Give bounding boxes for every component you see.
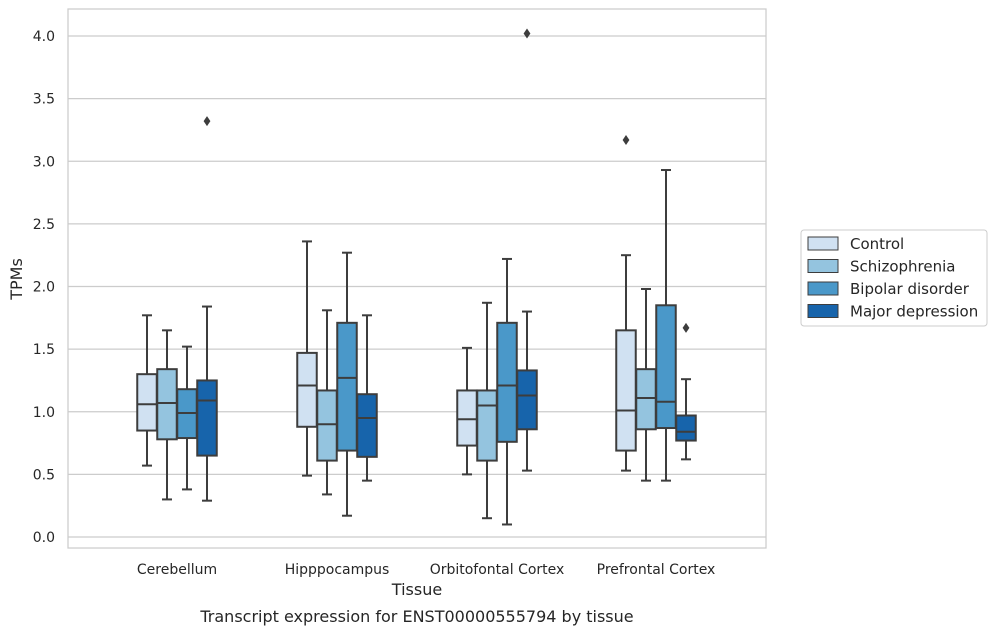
y-tick-label: 1.5 [33,342,55,358]
y-tick-label: 0.5 [33,467,55,483]
outlier-point [203,116,211,127]
x-tick-label: Hipppocampus [285,562,390,578]
box-iqr [655,304,677,430]
legend-swatch [807,236,839,251]
box-control [456,346,478,476]
box-iqr [136,373,158,432]
box-iqr [635,368,657,431]
y-tick-label: 2.0 [33,280,55,296]
box-bipolar-disorder [655,169,677,482]
box-iqr [156,368,178,441]
legend-label: Schizophrenia [850,258,955,276]
box-iqr [516,369,538,431]
outlier-point [622,134,630,145]
legend-label: Major depression [850,303,978,321]
box-iqr [476,389,498,462]
y-tick-label: 3.5 [33,92,55,108]
box-major-depression [196,116,218,502]
box-major-depression [516,28,538,472]
legend-swatch [807,304,839,318]
legend-label: Bipolar disorder [850,280,970,298]
chart-caption: Transcript expression for ENST0000055579… [199,607,633,626]
legend-swatch [807,259,839,273]
y-axis-label: TPMs [7,258,26,301]
legend-label: Control [850,235,904,253]
box-control [136,314,158,467]
y-tick-labels: 0.0 0.5 1.0 1.5 2.0 2.5 3.0 3.5 4.0 [33,29,55,546]
legend-frame [800,229,988,327]
box-iqr [615,329,637,452]
x-tick-label: Prefrontal Cortex [597,562,716,578]
x-tick-label: Orbitofontal Cortex [430,562,565,578]
box-schizophrenia [316,309,338,496]
y-tick-label: 2.5 [33,217,55,233]
y-tick-label: 3.0 [33,154,55,170]
plot-frame [67,8,767,549]
box-iqr [356,393,378,458]
box-iqr [316,389,338,462]
y-tick-label: 0.0 [33,530,55,546]
outlier-point [523,28,531,39]
box-iqr [196,379,218,457]
x-axis-label: Tissue [391,580,442,599]
box-major-depression [356,314,378,482]
box-iqr [496,321,518,443]
outlier-point [682,322,690,333]
box-iqr [456,389,478,447]
legend-swatch [807,281,839,296]
box-bipolar-disorder [336,251,358,517]
y-tick-label: 1.0 [33,405,55,421]
legend: Control Schizophrenia Bipolar disorder Majo… [800,229,988,327]
box-iqr [296,351,318,428]
box-iqr [675,414,697,442]
box-major-depression [675,322,697,461]
box-schizophrenia [156,329,178,501]
y-tick-label: 4.0 [33,29,55,45]
x-tick-labels: Cerebellum Hipppocampus Orbitofontal Corte… [137,562,715,578]
plot-background [68,9,766,548]
box-iqr [336,321,358,452]
box-series [136,28,697,526]
x-tick-label: Cerebellum [137,562,217,578]
